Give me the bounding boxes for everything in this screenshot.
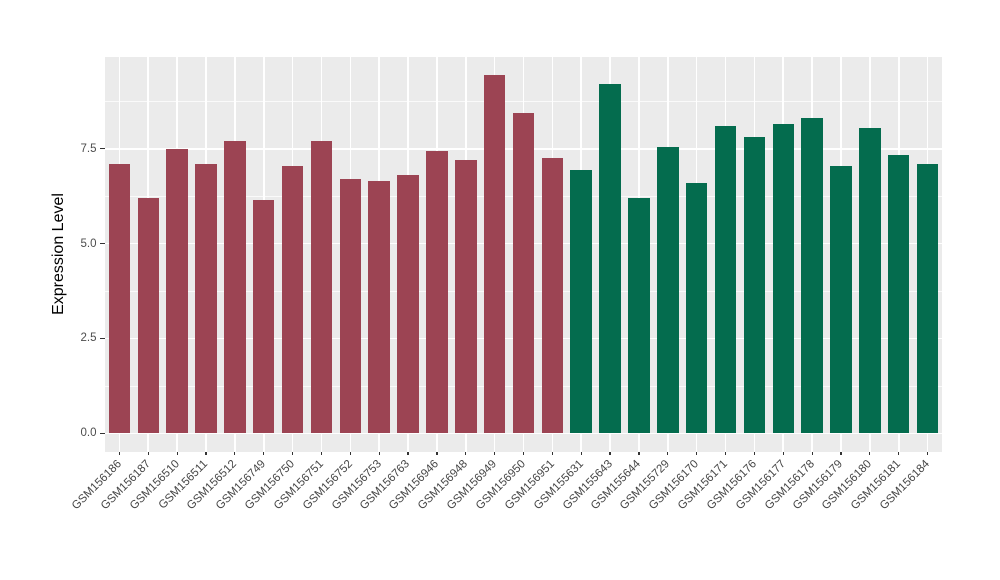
- x-tick-mark: [696, 451, 698, 455]
- x-tick-mark: [176, 451, 178, 455]
- y-tick-label: 7.5: [80, 142, 97, 155]
- plot-panel: [105, 57, 942, 452]
- x-tick-mark: [580, 451, 582, 455]
- x-tick-mark: [292, 451, 294, 455]
- bar-GSM156948: [455, 160, 477, 434]
- y-tick-label: 0.0: [80, 427, 97, 440]
- x-tick-mark: [638, 451, 640, 455]
- bar-GSM156186: [108, 163, 131, 434]
- x-tick-mark: [840, 451, 842, 455]
- bar-GSM156177: [772, 124, 794, 434]
- y-tick-label: 2.5: [80, 332, 97, 345]
- y-tick-mark: [99, 148, 105, 150]
- bar-GSM156751: [310, 141, 333, 434]
- bar-GSM156950: [512, 112, 535, 434]
- bar-GSM156510: [166, 148, 188, 434]
- bar-GSM156750: [281, 165, 304, 434]
- x-tick-mark: [407, 451, 409, 455]
- bar-GSM156753: [368, 181, 390, 434]
- bar-GSM155729: [657, 146, 679, 434]
- x-tick-mark: [551, 451, 553, 455]
- y-tick-mark: [99, 243, 105, 245]
- bar-GSM156181: [887, 154, 910, 434]
- x-tick-mark: [522, 451, 525, 455]
- x-tick-mark: [205, 451, 207, 455]
- bar-GSM156749: [252, 200, 275, 434]
- bar-GSM156176: [743, 137, 766, 434]
- bar-GSM156184: [916, 163, 939, 434]
- bar-GSM156180: [859, 127, 881, 434]
- bar-GSM155644: [628, 198, 650, 434]
- x-tick-mark: [926, 451, 929, 455]
- bar-GSM156951: [541, 158, 564, 434]
- x-tick-mark: [234, 451, 236, 455]
- y-tick-mark: [99, 432, 105, 434]
- x-tick-mark: [436, 451, 438, 455]
- y-tick-mark: [99, 337, 105, 340]
- x-tick-mark: [869, 451, 871, 455]
- bar-GSM156511: [195, 163, 217, 434]
- x-tick-mark: [465, 451, 467, 455]
- bar-GSM156949: [483, 74, 506, 434]
- x-tick-mark: [320, 451, 323, 455]
- x-tick-mark: [811, 451, 813, 455]
- x-tick-mark: [147, 451, 149, 455]
- x-tick-mark: [118, 451, 121, 455]
- y-axis-title: Expression Level: [50, 193, 67, 315]
- bar-GSM155643: [599, 84, 621, 434]
- bar-GSM155631: [570, 169, 592, 434]
- bar-GSM156178: [801, 118, 823, 434]
- x-tick-mark: [898, 451, 900, 455]
- y-tick-label: 5.0: [80, 237, 97, 250]
- bar-GSM156170: [685, 182, 708, 434]
- x-tick-mark: [753, 451, 755, 455]
- x-tick-mark: [782, 451, 784, 455]
- x-tick-mark: [263, 451, 265, 455]
- x-tick-mark: [494, 451, 496, 455]
- bar-GSM156171: [714, 126, 737, 434]
- x-tick-mark: [609, 451, 611, 455]
- x-tick-mark: [378, 451, 380, 455]
- x-tick-mark: [667, 451, 669, 455]
- bar-GSM156179: [830, 165, 852, 434]
- bar-GSM156763: [397, 175, 419, 434]
- bar-GSM156946: [426, 150, 448, 434]
- bar-GSM156187: [137, 198, 160, 434]
- x-tick-mark: [349, 451, 351, 455]
- x-tick-mark: [724, 451, 727, 455]
- bar-GSM156752: [339, 179, 362, 434]
- bar-GSM156512: [224, 141, 246, 434]
